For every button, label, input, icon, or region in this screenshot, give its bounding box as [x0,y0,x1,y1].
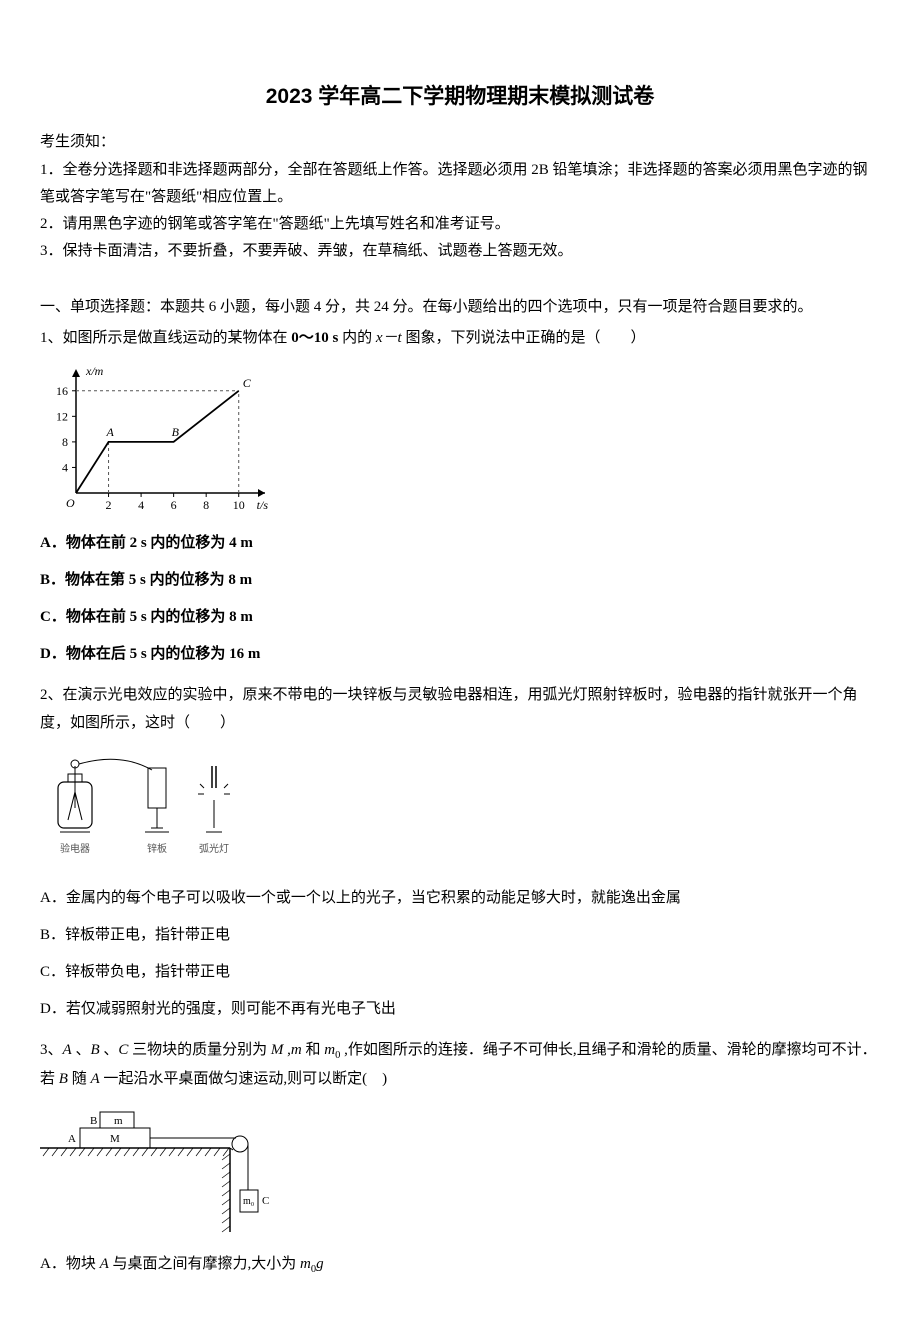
svg-text:M: M [110,1133,120,1145]
q1-option-d: D．物体在后 5 s 内的位移为 16 m [40,638,880,671]
svg-text:4: 4 [62,460,68,474]
svg-text:锌板: 锌板 [147,842,167,855]
svg-text:B: B [172,424,180,438]
svg-text:16: 16 [56,383,68,397]
q3-B: B [90,1042,99,1058]
q3-p2: 三物块的质量分别为 [128,1042,271,1058]
svg-text:12: 12 [56,409,68,423]
svg-text:验电器: 验电器 [60,842,90,855]
svg-text:B: B [90,1115,97,1127]
q3-stem: 3、A 、B 、C 三物块的质量分别为 M ,m 和 m0 ,作如图所示的连接．… [40,1036,880,1094]
q3-num: 3、 [40,1042,63,1058]
q3-p4: 随 [68,1071,91,1087]
q3-a-prefix: A．物块 [40,1256,100,1272]
q3-A: A [63,1042,72,1058]
q2-option-a: A．金属内的每个电子可以吸收一个或一个以上的光子，当它积累的动能足够大时，就能逸… [40,882,880,915]
svg-text:10: 10 [233,498,245,512]
q3-a-g: g [316,1256,324,1272]
q1-option-c: C．物体在前 5 s 内的位移为 8 m [40,601,880,634]
svg-text:8: 8 [203,498,209,512]
q2-stem: 2、在演示光电效应的实验中，原来不带电的一块锌板与灵敏验电器相连，用弧光灯照射锌… [40,681,880,738]
q1-option-b-text: B．物体在第 5 s 内的位移为 8 m [40,572,252,588]
exam-title: 2023 学年高二下学期物理期末模拟测试卷 [40,80,880,110]
q1-stem-suffix: 图象，下列说法中正确的是（ ） [402,330,646,346]
q3-c1: , [283,1042,291,1058]
q2-option-d: D．若仅减弱照射光的强度，则可能不再有光电子飞出 [40,993,880,1026]
q1-bold-range: 0～10 s [291,330,338,346]
section-1-heading: 一、单项选择题：本题共 6 小题，每小题 4 分，共 24 分。在每小题给出的四… [40,295,880,316]
q3-a-mid: 与桌面之间有摩擦力,大小为 [109,1256,300,1272]
q3-a-m0: m [300,1256,311,1272]
q1-option-b: B．物体在第 5 s 内的位移为 8 m [40,564,880,597]
q2-figure: 验电器 锌板 弧光灯 [40,748,880,868]
notice-heading: 考生须知： [40,130,880,151]
q1-figure: 2 4 6 8 10 4 8 12 16 x/m t/s O A B C [40,363,880,513]
q3-dot1: 、 [72,1042,91,1058]
q3-figure: Bm A Mm₀ C [40,1104,880,1234]
svg-text:x/m: x/m [85,364,104,378]
q2-option-c: C．锌板带负电，指针带正电 [40,956,880,989]
q1-stem-middle: 内的 [338,330,376,346]
svg-text:C: C [243,375,252,389]
svg-text:6: 6 [171,498,177,512]
notice-line-1: 1．全卷分选择题和非选择题两部分，全部在答题纸上作答。选择题必须用 2B 铅笔填… [40,157,880,211]
q1-xt: x－t [376,330,402,346]
q3-C: C [118,1042,128,1058]
q1-stem: 1、如图所示是做直线运动的某物体在 0～10 s 内的 x－t 图象，下列说法中… [40,324,880,353]
svg-text:2: 2 [106,498,112,512]
q3-B2: B [59,1071,68,1087]
svg-text:O: O [66,496,75,510]
svg-text:t/s: t/s [257,498,269,512]
q3-p5: 一起沿水平桌面做匀速运动,则可以断定( ) [100,1071,388,1087]
q3-and: 和 [302,1042,325,1058]
q3-dot2: 、 [100,1042,119,1058]
svg-text:A: A [106,424,115,438]
svg-text:8: 8 [62,434,68,448]
svg-text:A: A [68,1133,76,1145]
q1-stem-prefix: 1、如图所示是做直线运动的某物体在 [40,330,291,346]
svg-text:m: m [114,1115,123,1127]
q2-option-b: B．锌板带正电，指针带正电 [40,919,880,952]
svg-text:m₀: m₀ [243,1196,255,1207]
q1-option-a-text: A．物体在前 2 s 内的位移为 4 m [40,535,253,551]
q3-m: m [291,1042,302,1058]
q3-A2: A [90,1071,99,1087]
q3-M: M [271,1042,284,1058]
notice-line-3: 3．保持卡面清洁，不要折叠，不要弄破、弄皱，在草稿纸、试题卷上答题无效。 [40,238,880,265]
q1-option-a: A．物体在前 2 s 内的位移为 4 m [40,527,880,560]
svg-text:C: C [262,1195,269,1207]
svg-text:4: 4 [138,498,144,512]
notice-line-2: 2．请用黑色字迹的钢笔或答字笔在"答题纸"上先填写姓名和准考证号。 [40,211,880,238]
q3-a-A: A [100,1256,109,1272]
q1-option-d-text: D．物体在后 5 s 内的位移为 16 m [40,646,260,662]
svg-text:弧光灯: 弧光灯 [199,842,229,855]
q3-option-a: A．物块 A 与桌面之间有摩擦力,大小为 m0g [40,1248,880,1281]
q3-m0: m [324,1042,335,1058]
q1-option-c-text: C．物体在前 5 s 内的位移为 8 m [40,609,253,625]
